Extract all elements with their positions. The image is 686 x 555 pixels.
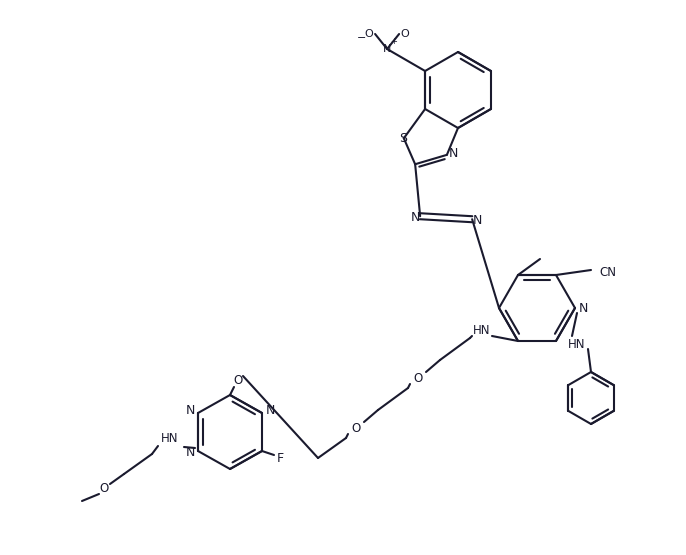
Text: O: O bbox=[414, 371, 423, 385]
Text: N: N bbox=[473, 214, 482, 227]
Text: O: O bbox=[233, 375, 243, 387]
Text: O: O bbox=[401, 29, 410, 39]
Text: HN: HN bbox=[568, 337, 586, 351]
Text: N: N bbox=[578, 301, 588, 315]
Text: O: O bbox=[365, 29, 373, 39]
Text: N: N bbox=[410, 211, 420, 224]
Text: HN: HN bbox=[473, 325, 490, 337]
Text: +: + bbox=[390, 37, 397, 46]
Text: N: N bbox=[185, 447, 195, 460]
Text: N: N bbox=[185, 405, 195, 417]
Text: CN: CN bbox=[599, 265, 616, 279]
Text: O: O bbox=[99, 482, 108, 496]
Text: HN: HN bbox=[161, 432, 179, 446]
Text: −: − bbox=[357, 33, 366, 43]
Text: N: N bbox=[265, 405, 274, 417]
Text: N: N bbox=[449, 147, 458, 160]
Text: O: O bbox=[351, 421, 361, 435]
Text: F: F bbox=[276, 452, 283, 466]
Text: N: N bbox=[383, 44, 391, 54]
Text: S: S bbox=[399, 132, 407, 145]
